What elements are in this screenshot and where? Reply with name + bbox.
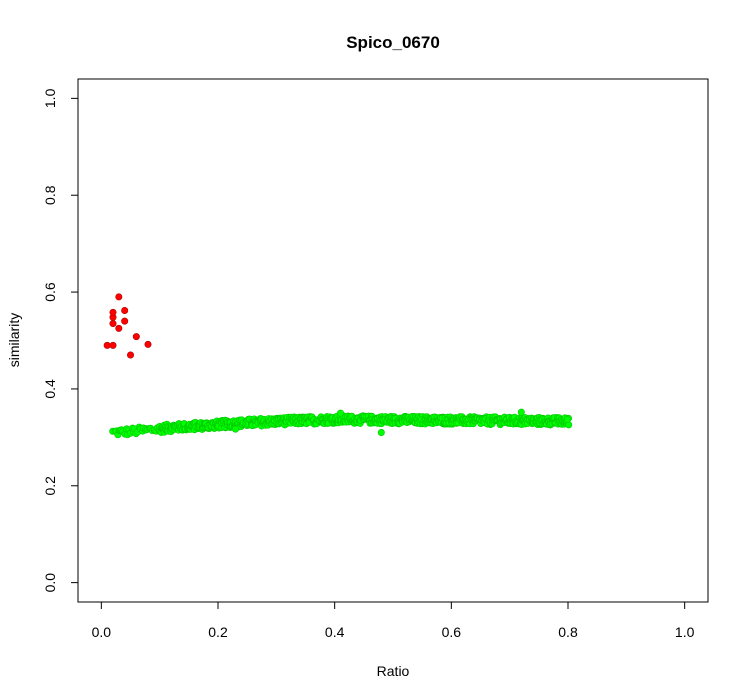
x-axis-label: Ratio <box>377 663 410 679</box>
y-tick-label: 0.6 <box>42 282 58 302</box>
data-point-red <box>144 340 152 348</box>
data-point-red <box>127 351 135 359</box>
y-tick-label: 0.4 <box>42 379 58 399</box>
data-point-red <box>132 333 140 341</box>
data-point-green <box>232 425 240 433</box>
x-tick-label: 1.0 <box>675 624 695 640</box>
points-layer <box>103 293 573 439</box>
data-point-green <box>336 409 344 417</box>
y-axis-label: similarity <box>6 313 22 367</box>
data-point-red <box>121 306 129 314</box>
x-tick-label: 0.0 <box>92 624 112 640</box>
x-tick-label: 0.2 <box>208 624 228 640</box>
y-tick-label: 0.8 <box>42 185 58 205</box>
data-point-green <box>563 416 571 424</box>
y-tick-label: 0.0 <box>42 573 58 593</box>
data-point-green <box>377 429 385 437</box>
x-tick-label: 0.8 <box>558 624 578 640</box>
y-tick-label: 0.2 <box>42 476 58 496</box>
x-tick-label: 0.6 <box>442 624 462 640</box>
y-axis: 0.0 0.2 0.4 0.6 0.8 1.0 <box>42 88 79 593</box>
data-point-red <box>115 293 123 301</box>
y-tick-label: 1.0 <box>42 88 58 108</box>
data-point-red <box>121 317 129 325</box>
plot-frame <box>77 78 709 603</box>
data-point-red <box>109 341 117 349</box>
x-axis: 0.0 0.2 0.4 0.6 0.8 1.0 <box>92 601 695 640</box>
chart-title: Spico_0670 <box>346 33 440 52</box>
x-tick-label: 0.4 <box>325 624 345 640</box>
data-point-green <box>517 408 525 416</box>
data-point-red <box>109 308 117 316</box>
data-point-red <box>103 341 111 349</box>
data-point-red <box>115 324 123 332</box>
data-point-red <box>109 320 117 328</box>
